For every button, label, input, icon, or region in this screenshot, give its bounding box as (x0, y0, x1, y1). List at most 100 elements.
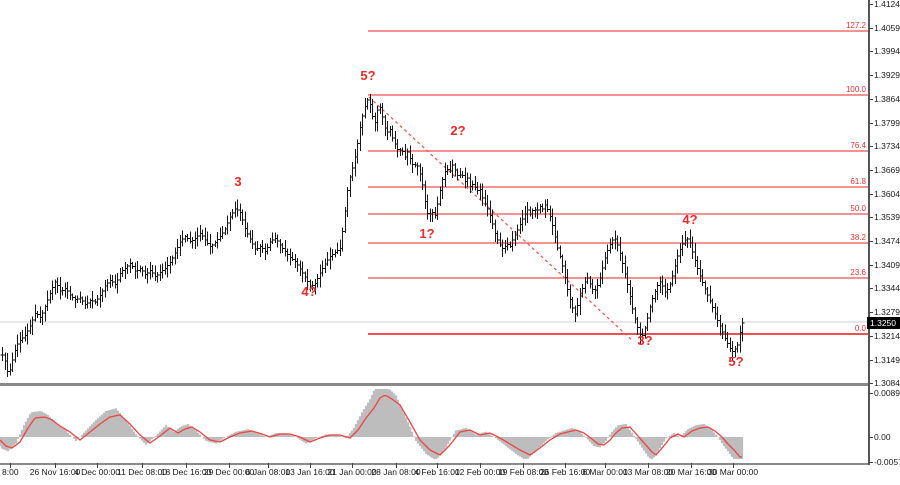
price-axis-label: 1.3149 (874, 354, 900, 365)
price-axis-label: 1.3864 (874, 93, 900, 104)
price-axis-tick (869, 383, 873, 385)
time-axis-tick (648, 463, 649, 468)
price-axis-tick (869, 98, 873, 100)
time-axis-tick (437, 463, 438, 468)
panel-divider-top[interactable] (0, 383, 868, 386)
time-axis-label: 13 Jan 16:00 (285, 467, 335, 477)
price-axis-label: 1.3799 (874, 117, 900, 128)
price-axis-tick (869, 146, 873, 148)
time-axis-tick (691, 463, 692, 468)
price-axis-label: 1.3474 (874, 236, 900, 246)
time-axis-tick (268, 463, 269, 468)
price-axis-border (868, 0, 870, 465)
price-axis-label: 1.3539 (874, 212, 900, 223)
oscillator-axis-tick (869, 393, 873, 394)
time-axis-tick (97, 463, 98, 468)
fib-level-label: 127.2 (845, 21, 866, 30)
price-axis-label: 1.3929 (874, 70, 900, 81)
price-axis-tick (869, 288, 873, 290)
wave-label: 4? (301, 284, 317, 299)
price-axis-tick (869, 312, 873, 314)
fib-level-label: 38.2 (850, 233, 866, 242)
price-chart-plot[interactable] (0, 0, 868, 383)
time-axis-label: 21 Jan 00:00 (327, 467, 377, 477)
price-axis-label: 1.3669 (874, 164, 900, 175)
fib-level-label: 50.0 (850, 204, 866, 213)
time-axis-label: 6 Mar 00:00 (582, 467, 628, 477)
time-axis-tick (186, 463, 187, 468)
time-axis-label: 11 Dec 08:00 (117, 467, 167, 477)
price-axis-tick (869, 51, 873, 53)
price-axis-label: 1.3279 (874, 307, 900, 318)
wave-label: 5? (728, 354, 744, 369)
price-axis-label: 1.3734 (874, 141, 900, 152)
time-axis-label: 26 Feb 16:00 (539, 467, 591, 477)
fib-level-label: 76.4 (850, 141, 866, 150)
current-price-value: 1.3250 (870, 318, 896, 328)
time-axis-label: 8:00 (2, 467, 19, 477)
wave-label: 4? (682, 212, 698, 227)
price-axis-tick (869, 122, 873, 124)
time-axis-tick (396, 463, 397, 468)
price-axis-tick (869, 169, 873, 171)
price-axis-label: 1.3994 (874, 46, 900, 57)
time-axis-tick (565, 463, 566, 468)
time-axis-label: 19 Feb 08:00 (497, 467, 549, 477)
wave-label: 3? (637, 333, 653, 348)
wave-label: 2? (450, 123, 466, 138)
price-axis-label: 1.3409 (874, 259, 900, 270)
price-axis-tick (869, 241, 873, 242)
oscillator-axis-label: 0.00897 (874, 388, 900, 398)
fib-level-label: 0.0 (854, 324, 866, 333)
oscillator-axis-label: -0.00573 (874, 457, 900, 467)
oscillator-axis-tick (869, 437, 873, 438)
time-axis-tick (310, 463, 311, 468)
time-axis-tick (480, 463, 481, 468)
time-axis-label: 4 Dec 00:00 (74, 467, 120, 477)
time-axis-label: 20 Mar 16:00 (665, 467, 717, 477)
current-price-tag: 1.3250 (867, 317, 900, 329)
price-axis-label: 1.4059 (874, 22, 900, 33)
price-bars (0, 93, 745, 378)
oscillator-axis-label: 0.00 (874, 432, 891, 442)
price-axis-label: 1.3344 (874, 283, 900, 294)
price-axis-label: 1.4124 (874, 0, 900, 9)
price-axis-tick (869, 217, 873, 219)
time-axis-label: 26 Nov 16:00 (29, 467, 81, 477)
price-axis-tick (869, 359, 873, 361)
panel-divider-bottom[interactable] (0, 463, 868, 465)
fib-level-label: 23.6 (850, 268, 866, 277)
trendline-dashed (368, 96, 634, 342)
time-axis-tick (10, 463, 11, 468)
time-axis-tick (605, 463, 606, 468)
oscillator-histogram (0, 389, 744, 459)
wave-label: 5? (360, 68, 376, 83)
price-axis-tick (869, 27, 873, 29)
time-axis-tick (733, 463, 734, 468)
price-axis-tick (869, 264, 873, 266)
time-axis-label: 4 Feb 16:00 (414, 467, 460, 477)
time-axis-label: 6 Jan 08:00 (245, 467, 291, 477)
time-axis-label: 18 Dec 16:00 (160, 467, 212, 477)
price-axis-tick (869, 335, 873, 337)
price-axis-tick (869, 193, 873, 195)
time-axis-label: 12 Feb 00:00 (454, 467, 506, 477)
oscillator-plot[interactable] (0, 385, 868, 463)
fib-level-label: 100.0 (845, 85, 866, 94)
price-axis-tick (869, 4, 873, 5)
time-axis-label: 30 Mar 00:00 (707, 467, 759, 477)
time-axis-label: 28 Jan 08:00 (371, 467, 421, 477)
wave-label: 1? (419, 226, 435, 241)
oscillator-signal-line (0, 394, 742, 458)
time-axis-tick (523, 463, 524, 468)
time-axis-label: 13 Mar 08:00 (622, 467, 674, 477)
time-axis-tick (352, 463, 353, 468)
time-axis-label: 29 Dec 00:00 (203, 467, 255, 477)
time-axis-tick (142, 463, 143, 468)
price-axis-tick (869, 75, 873, 77)
oscillator-axis-tick (869, 462, 873, 463)
price-axis-label: 1.3604 (874, 188, 900, 199)
time-axis-tick (55, 463, 56, 468)
fib-level-label: 61.8 (850, 177, 866, 186)
